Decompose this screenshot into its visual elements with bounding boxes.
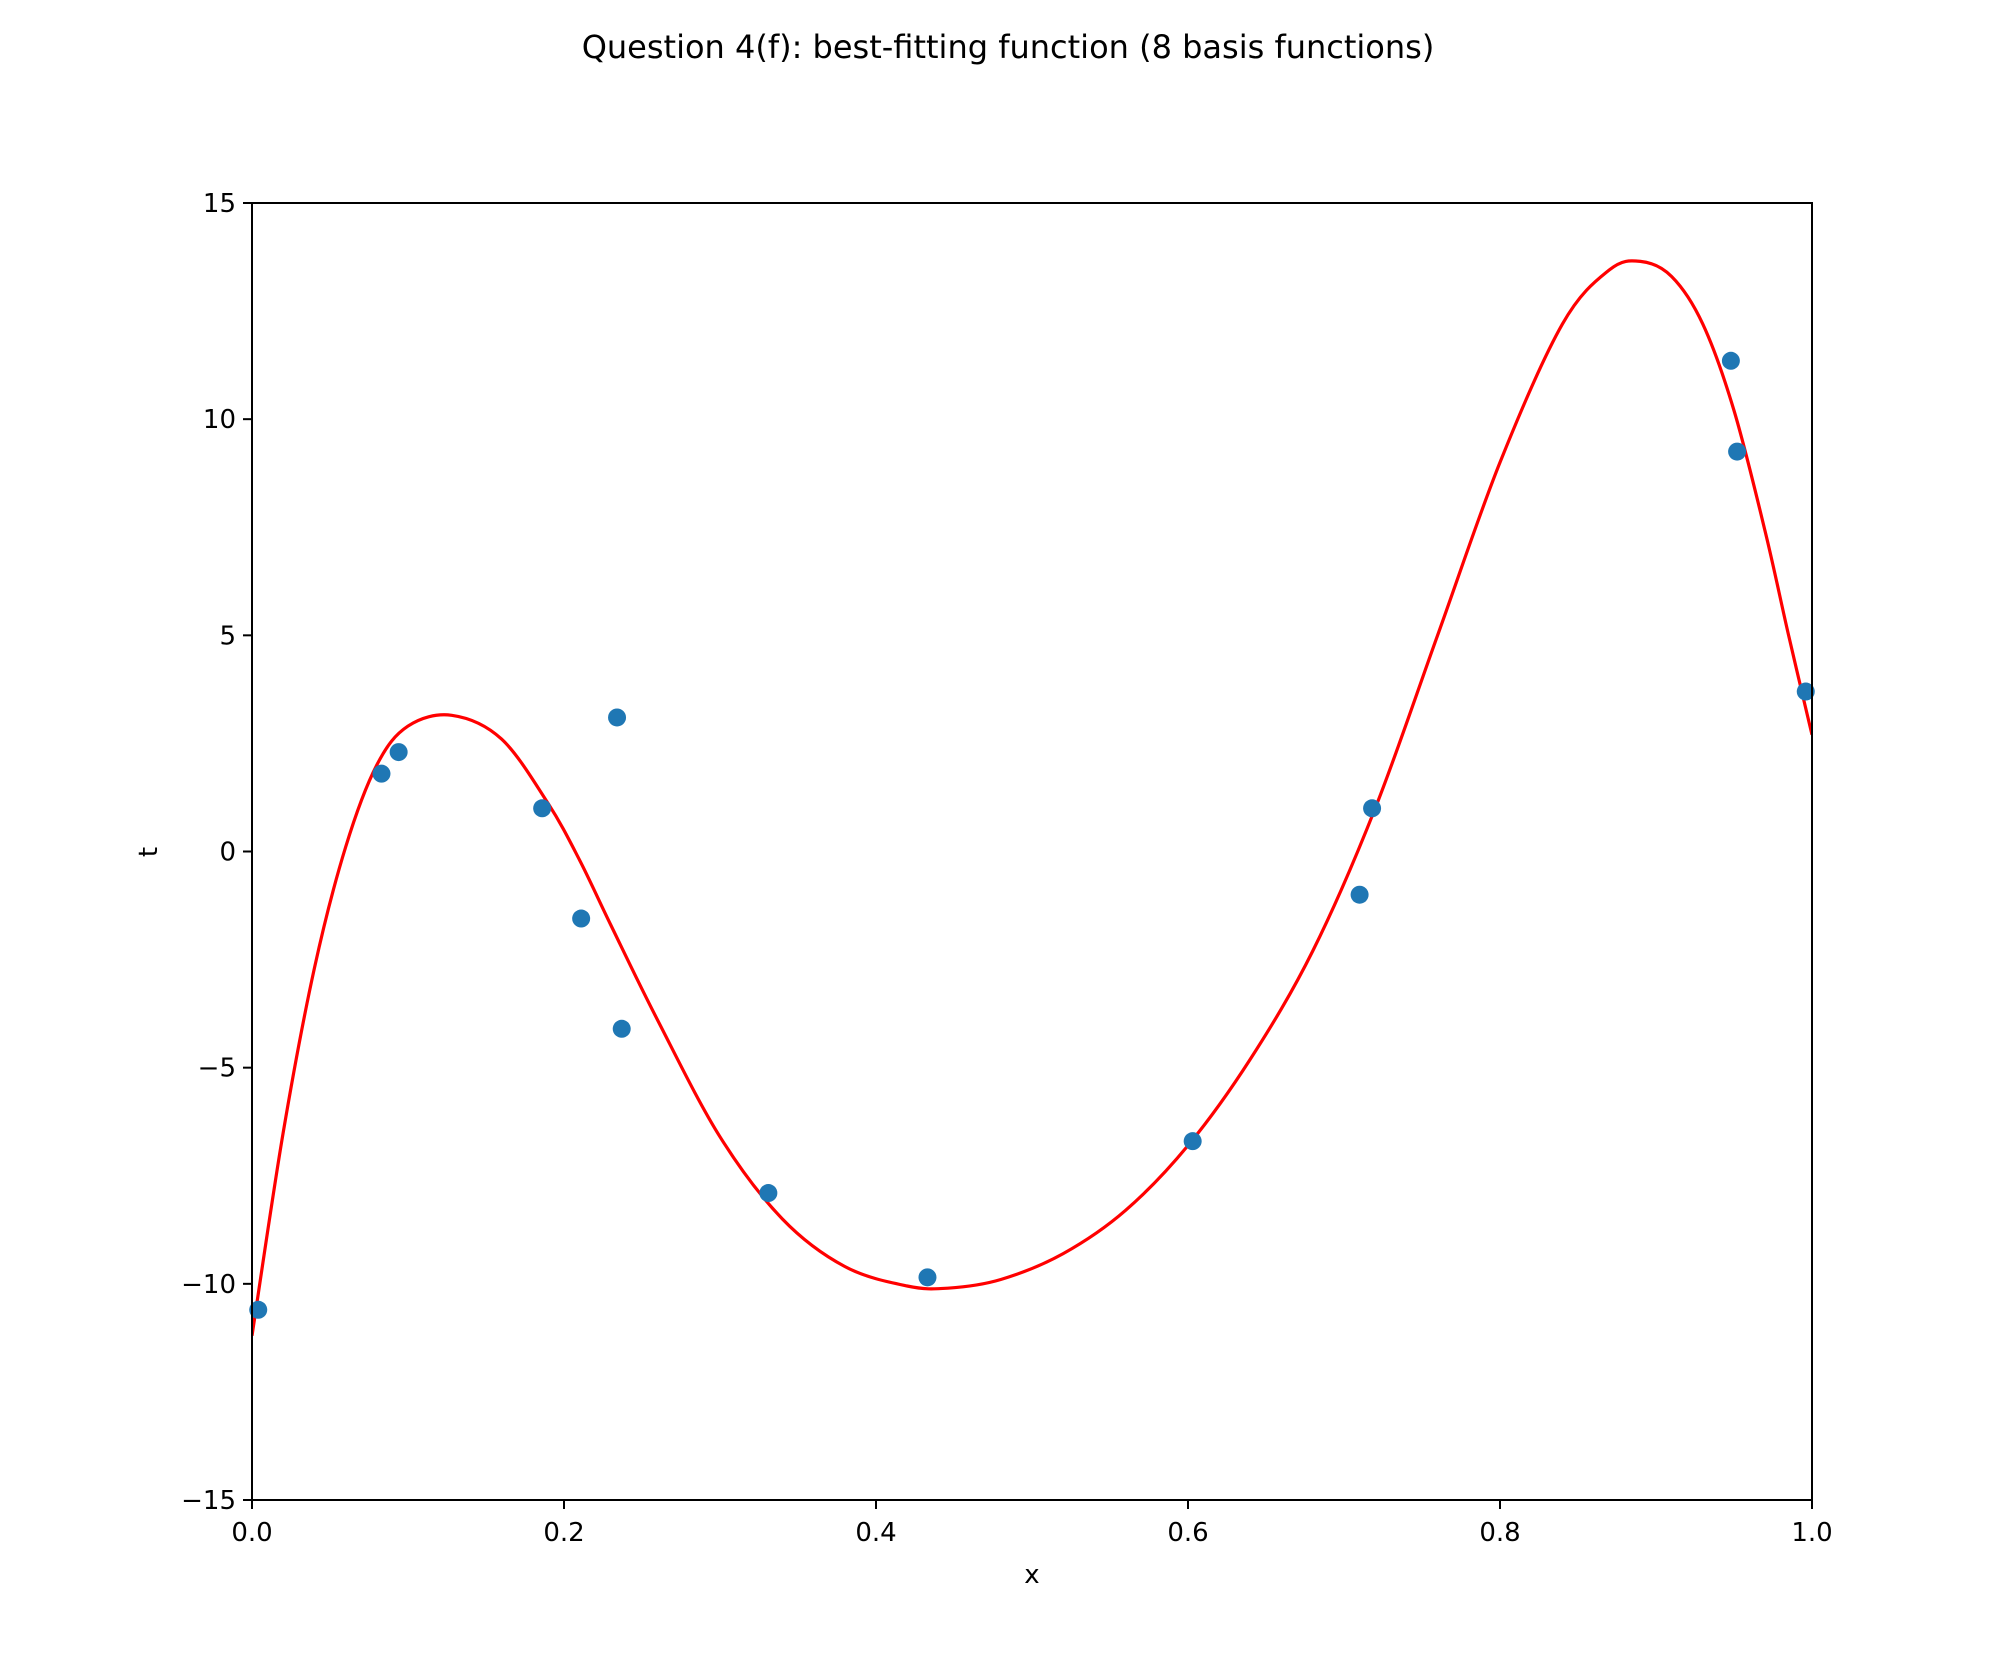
fit-curve-layer — [252, 259, 1812, 1336]
x-tick-label: 0.2 — [543, 1518, 584, 1548]
data-point — [533, 799, 552, 818]
data-point — [608, 708, 627, 727]
y-tick-label: 10 — [203, 405, 236, 435]
data-point — [1350, 885, 1369, 904]
data-point — [572, 909, 591, 928]
y-tick-label: 0 — [219, 838, 236, 868]
y-tick-label: −10 — [181, 1270, 236, 1300]
data-point — [1728, 442, 1747, 461]
x-tick-label: 0.0 — [231, 1518, 272, 1548]
y-tick-label: 15 — [203, 189, 236, 219]
data-point — [389, 743, 408, 762]
fit-curve-line — [252, 259, 1812, 1336]
plot-area: 0.0 0.2 0.4 0.6 0.8 1.0 15 10 5 0 −5 −10 −15 — [181, 189, 1833, 1548]
y-axis: 15 10 5 0 −5 −10 −15 — [181, 189, 252, 1516]
data-point — [1796, 682, 1815, 701]
y-axis-label: t — [134, 847, 164, 857]
chart-title: Question 4(f): best-fitting function (8 … — [582, 28, 1435, 66]
data-point — [1183, 1132, 1202, 1151]
data-point — [249, 1300, 268, 1319]
y-tick-label: −5 — [198, 1054, 236, 1084]
x-tick-label: 0.8 — [1479, 1518, 1520, 1548]
x-tick-label: 0.4 — [855, 1518, 896, 1548]
data-point — [612, 1019, 631, 1038]
data-point — [918, 1268, 937, 1287]
y-tick-label: 5 — [219, 621, 236, 651]
data-point — [1721, 351, 1740, 370]
x-axis-label: x — [1024, 1560, 1039, 1590]
data-point — [1363, 799, 1382, 818]
x-tick-label: 1.0 — [1791, 1518, 1832, 1548]
data-points-layer — [249, 351, 1815, 1319]
data-point — [372, 764, 391, 783]
y-tick-label: −15 — [181, 1486, 236, 1516]
data-point — [759, 1184, 778, 1203]
x-tick-label: 0.6 — [1167, 1518, 1208, 1548]
x-axis: 0.0 0.2 0.4 0.6 0.8 1.0 — [231, 1500, 1833, 1548]
